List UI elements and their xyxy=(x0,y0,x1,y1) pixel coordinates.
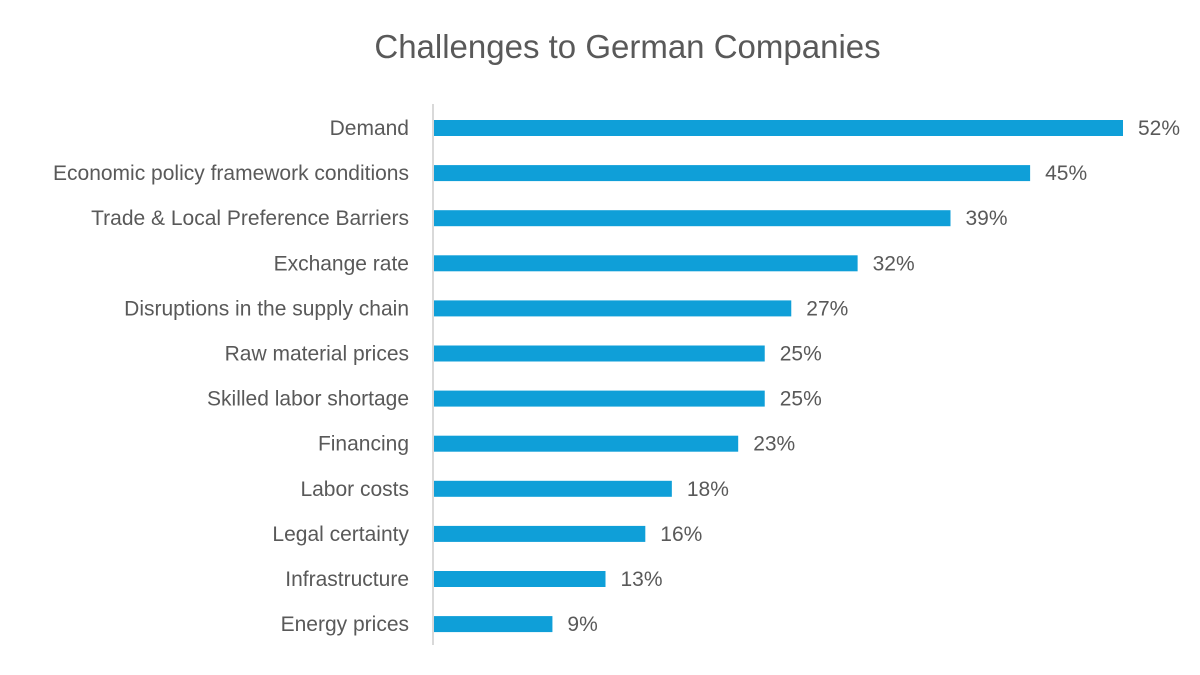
category-label: Energy prices xyxy=(281,613,409,636)
category-label: Disruptions in the supply chain xyxy=(124,297,409,320)
bar xyxy=(434,616,553,633)
bar xyxy=(434,210,951,227)
value-label: 23% xyxy=(753,433,795,456)
category-label: Financing xyxy=(318,433,409,456)
bar xyxy=(434,480,672,497)
category-label: Legal certainty xyxy=(272,523,409,546)
value-label: 25% xyxy=(780,343,822,366)
bar xyxy=(434,571,606,587)
category-label: Raw material prices xyxy=(225,343,409,366)
value-label: 18% xyxy=(687,478,729,501)
value-label: 27% xyxy=(806,297,848,320)
category-label: Economic policy framework conditions xyxy=(53,162,409,185)
bar xyxy=(434,435,739,452)
bar xyxy=(434,300,792,317)
category-label: Labor costs xyxy=(300,478,409,501)
value-label: 25% xyxy=(780,388,822,411)
value-label: 16% xyxy=(660,523,702,546)
chart-title: Challenges to German Companies xyxy=(374,28,881,65)
category-label: Demand xyxy=(330,117,409,140)
bar xyxy=(434,525,646,542)
bar xyxy=(434,390,765,407)
value-label: 32% xyxy=(873,252,915,275)
value-label: 39% xyxy=(966,207,1008,230)
value-label: 9% xyxy=(567,613,597,636)
bar xyxy=(434,120,1123,136)
bar xyxy=(434,345,765,362)
category-label: Exchange rate xyxy=(274,252,409,275)
value-label: 45% xyxy=(1045,162,1087,185)
value-label: 52% xyxy=(1138,117,1180,140)
category-label: Infrastructure xyxy=(285,568,409,591)
category-label: Trade & Local Preference Barriers xyxy=(91,207,409,230)
value-label: 13% xyxy=(621,568,663,591)
bar xyxy=(434,165,1031,182)
category-label: Skilled labor shortage xyxy=(207,388,409,411)
bar xyxy=(434,255,858,272)
